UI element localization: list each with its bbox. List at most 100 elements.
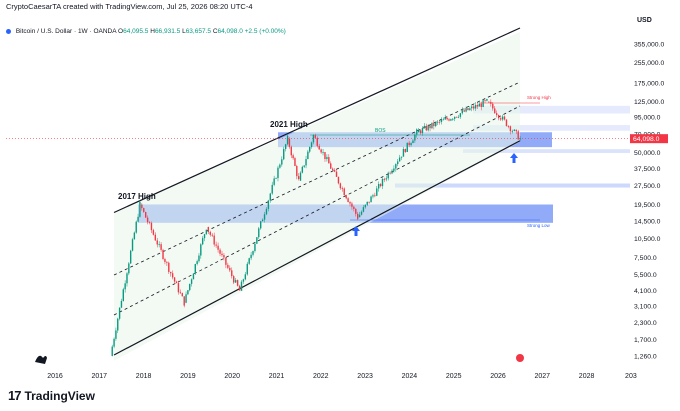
candle-body — [297, 176, 300, 180]
candle-body — [497, 115, 500, 119]
candle-body — [111, 346, 113, 356]
candle-body — [238, 285, 241, 291]
current-price-tag — [630, 134, 668, 144]
candle-body — [263, 214, 266, 220]
mascot-icon — [35, 355, 47, 364]
candle-body — [203, 234, 206, 239]
candle-body — [279, 164, 281, 168]
candle-body — [492, 103, 494, 109]
ohlc-open-label: O — [118, 28, 124, 35]
candle-body — [391, 170, 393, 174]
candle-body — [173, 277, 176, 282]
label-strong-high: Strong High — [527, 95, 551, 100]
candle-body — [377, 184, 380, 189]
candle-body — [133, 232, 136, 240]
candle-body — [414, 134, 416, 141]
price-axis-label: 95,000.0 — [634, 114, 661, 121]
candle-body — [476, 105, 479, 107]
candle-body — [320, 149, 322, 153]
candle-body — [324, 152, 326, 159]
candle-body — [379, 184, 382, 187]
candle-body — [448, 119, 450, 121]
candle-body — [252, 251, 254, 255]
time-axis-label: 2025 — [446, 373, 462, 380]
candle-body — [471, 106, 473, 109]
time-axis-label: 2018 — [136, 373, 152, 380]
currency-label[interactable]: USD — [637, 17, 652, 24]
candle-body — [494, 108, 496, 114]
candle-body — [509, 126, 512, 132]
candle-body — [383, 178, 386, 180]
candle-body — [275, 178, 277, 179]
candle-body — [339, 183, 342, 189]
price-axis-label: 14,500.0 — [634, 218, 661, 225]
ohlc-high-label: H — [150, 28, 155, 35]
symbol-name: Bitcoin / U.S. Dollar · 1W · OANDA — [15, 28, 117, 35]
time-axis-label: 2026 — [490, 373, 506, 380]
price-axis-label: 37,500.0 — [634, 166, 661, 173]
candle-body — [453, 116, 456, 119]
candle-body — [219, 249, 221, 254]
candle-body — [478, 103, 481, 107]
candle-body — [254, 243, 256, 252]
price-axis-label: 1,700.0 — [634, 337, 657, 344]
candle-body — [168, 262, 170, 272]
candle-body — [146, 217, 149, 223]
candle-body — [292, 155, 294, 159]
candle-body — [118, 307, 121, 319]
candle-body — [393, 168, 395, 171]
candle-body — [158, 244, 160, 245]
candle-body — [412, 140, 414, 144]
candle-body — [465, 108, 467, 112]
candle-body — [181, 293, 183, 297]
candle-body — [446, 117, 448, 120]
candle-body — [217, 245, 219, 250]
candle-body — [435, 122, 437, 127]
arrow-up-2022 — [352, 226, 360, 236]
current-price-label: 64,098.0 — [633, 136, 660, 143]
time-axis-label: 2027 — [535, 373, 551, 380]
symbol-legend[interactable]: Bitcoin / U.S. Dollar · 1W · OANDA O 64,0… — [6, 28, 286, 35]
time-axis-label: 2021 — [269, 373, 285, 380]
candle-body — [410, 143, 412, 146]
candle-body — [139, 201, 141, 217]
candle-body — [124, 283, 126, 290]
time-axis-label: 203 — [625, 373, 637, 380]
candle-body — [207, 226, 210, 232]
candle-body — [501, 116, 504, 120]
time-axis-label: 2017 — [92, 373, 108, 380]
ohlc-close: 64,098.0 — [217, 28, 243, 35]
candle-body — [381, 178, 384, 187]
candle-body — [175, 281, 178, 284]
candle-body — [259, 221, 262, 229]
candle-body — [351, 203, 353, 207]
candle-body — [519, 138, 521, 140]
candle-body — [398, 157, 401, 162]
candle-body — [205, 229, 208, 235]
candle-body — [231, 270, 233, 277]
candle-body — [227, 264, 229, 268]
candle-body — [170, 271, 172, 274]
candle-body — [431, 122, 433, 129]
candle-body — [283, 149, 285, 160]
candle-body — [482, 100, 484, 107]
candle-body — [474, 105, 477, 109]
tradingview-logo: 17 TradingView — [8, 388, 95, 403]
candle-body — [328, 157, 330, 164]
candle-body — [370, 196, 372, 203]
candle-body — [189, 283, 191, 291]
candle-body — [294, 158, 296, 166]
candle-body — [271, 184, 273, 194]
candle-body — [213, 235, 215, 245]
candle-body — [248, 258, 250, 264]
candle-body — [211, 234, 213, 236]
ohlc-low: 63,657.5 — [185, 28, 211, 35]
candle-body — [240, 281, 243, 291]
candle-body — [495, 113, 498, 116]
candle-body — [387, 172, 389, 179]
candle-body — [395, 164, 397, 169]
arrow-up-current — [510, 153, 518, 163]
time-axis-label: 2016 — [47, 373, 63, 380]
candle-body — [223, 255, 225, 258]
